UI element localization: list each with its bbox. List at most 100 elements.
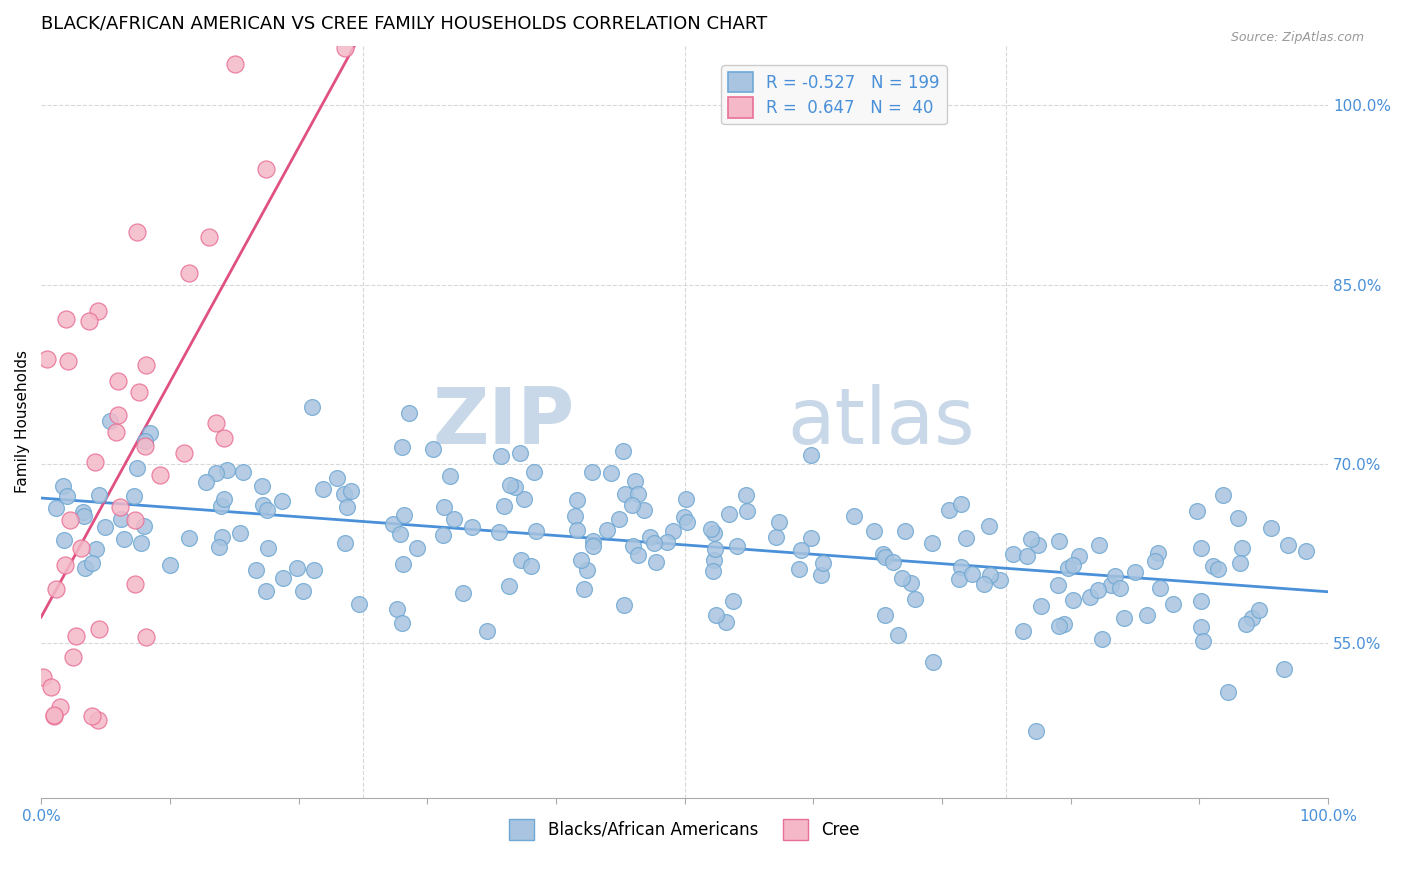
Point [209, 500, 232, 514]
Point [675, 492, 697, 507]
Point [627, 487, 650, 501]
Point [1227, 511, 1250, 525]
Point [703, 526, 725, 541]
Point [231, 465, 253, 479]
Point [1109, 581, 1132, 595]
Point [633, 503, 655, 517]
Point [89, 622, 111, 636]
Point [1229, 556, 1251, 570]
Point [1012, 624, 1035, 639]
Point [254, 584, 277, 599]
Point [662, 524, 685, 538]
Point [208, 540, 231, 554]
Point [873, 549, 896, 564]
Point [84, 455, 107, 469]
Point [645, 555, 668, 569]
Point [1191, 634, 1213, 648]
Point [301, 401, 323, 415]
Point [325, 471, 347, 485]
Point [526, 524, 548, 538]
Text: Source: ZipAtlas.com: Source: ZipAtlas.com [1230, 31, 1364, 45]
Point [270, 493, 292, 508]
Point [938, 503, 960, 517]
Point [333, 487, 356, 501]
Point [432, 528, 454, 542]
Point [100, 414, 122, 428]
Point [973, 577, 995, 591]
Point [134, 434, 156, 448]
Point [228, 526, 250, 541]
Point [122, 489, 145, 503]
Point [75, 561, 97, 575]
Point [53, 558, 76, 572]
Point [1029, 599, 1052, 614]
Point [1241, 611, 1264, 625]
Point [1047, 533, 1070, 548]
Point [271, 571, 294, 585]
Point [292, 584, 315, 599]
Point [443, 512, 465, 526]
Point [42, 708, 65, 723]
Point [962, 566, 984, 581]
Point [302, 563, 325, 577]
Point [1147, 545, 1170, 559]
Point [990, 573, 1012, 587]
Point [572, 582, 595, 596]
Point [177, 531, 200, 545]
Point [1135, 607, 1157, 622]
Point [702, 564, 724, 578]
Point [1104, 568, 1126, 582]
Point [1218, 685, 1240, 699]
Point [875, 608, 897, 623]
Point [73, 508, 96, 523]
Point [124, 513, 146, 527]
Point [765, 530, 787, 544]
Point [810, 568, 832, 582]
Point [581, 539, 603, 553]
Point [863, 524, 886, 539]
Point [1272, 662, 1295, 676]
Point [811, 557, 834, 571]
Point [800, 531, 823, 545]
Point [1187, 504, 1209, 518]
Point [252, 498, 274, 512]
Point [339, 483, 361, 498]
Point [676, 516, 699, 530]
Point [725, 539, 748, 553]
Point [205, 416, 228, 430]
Point [894, 524, 917, 538]
Point [391, 440, 413, 454]
Point [1056, 561, 1078, 575]
Point [211, 530, 233, 544]
Point [56, 489, 79, 503]
Point [398, 406, 420, 420]
Point [621, 499, 644, 513]
Point [461, 520, 484, 534]
Point [391, 557, 413, 571]
Point [612, 443, 634, 458]
Text: BLACK/AFRICAN AMERICAN VS CREE FAMILY HOUSEHOLDS CORRELATION CHART: BLACK/AFRICAN AMERICAN VS CREE FAMILY HO… [41, 15, 768, 33]
Point [621, 540, 644, 554]
Point [1212, 488, 1234, 502]
Point [198, 230, 221, 244]
Point [335, 41, 357, 55]
Point [212, 430, 235, 444]
Point [737, 504, 759, 518]
Point [55, 311, 77, 326]
Point [451, 586, 474, 600]
Point [347, 597, 370, 611]
Point [285, 560, 308, 574]
Point [256, 503, 278, 517]
Point [82, 709, 104, 723]
Point [1161, 597, 1184, 611]
Point [567, 523, 589, 537]
Point [406, 541, 429, 555]
Point [1047, 578, 1070, 592]
Point [950, 560, 973, 574]
Text: ZIP: ZIP [433, 384, 575, 460]
Point [1234, 617, 1257, 632]
Point [624, 474, 647, 488]
Point [1189, 541, 1212, 556]
Point [104, 425, 127, 440]
Point [882, 555, 904, 569]
